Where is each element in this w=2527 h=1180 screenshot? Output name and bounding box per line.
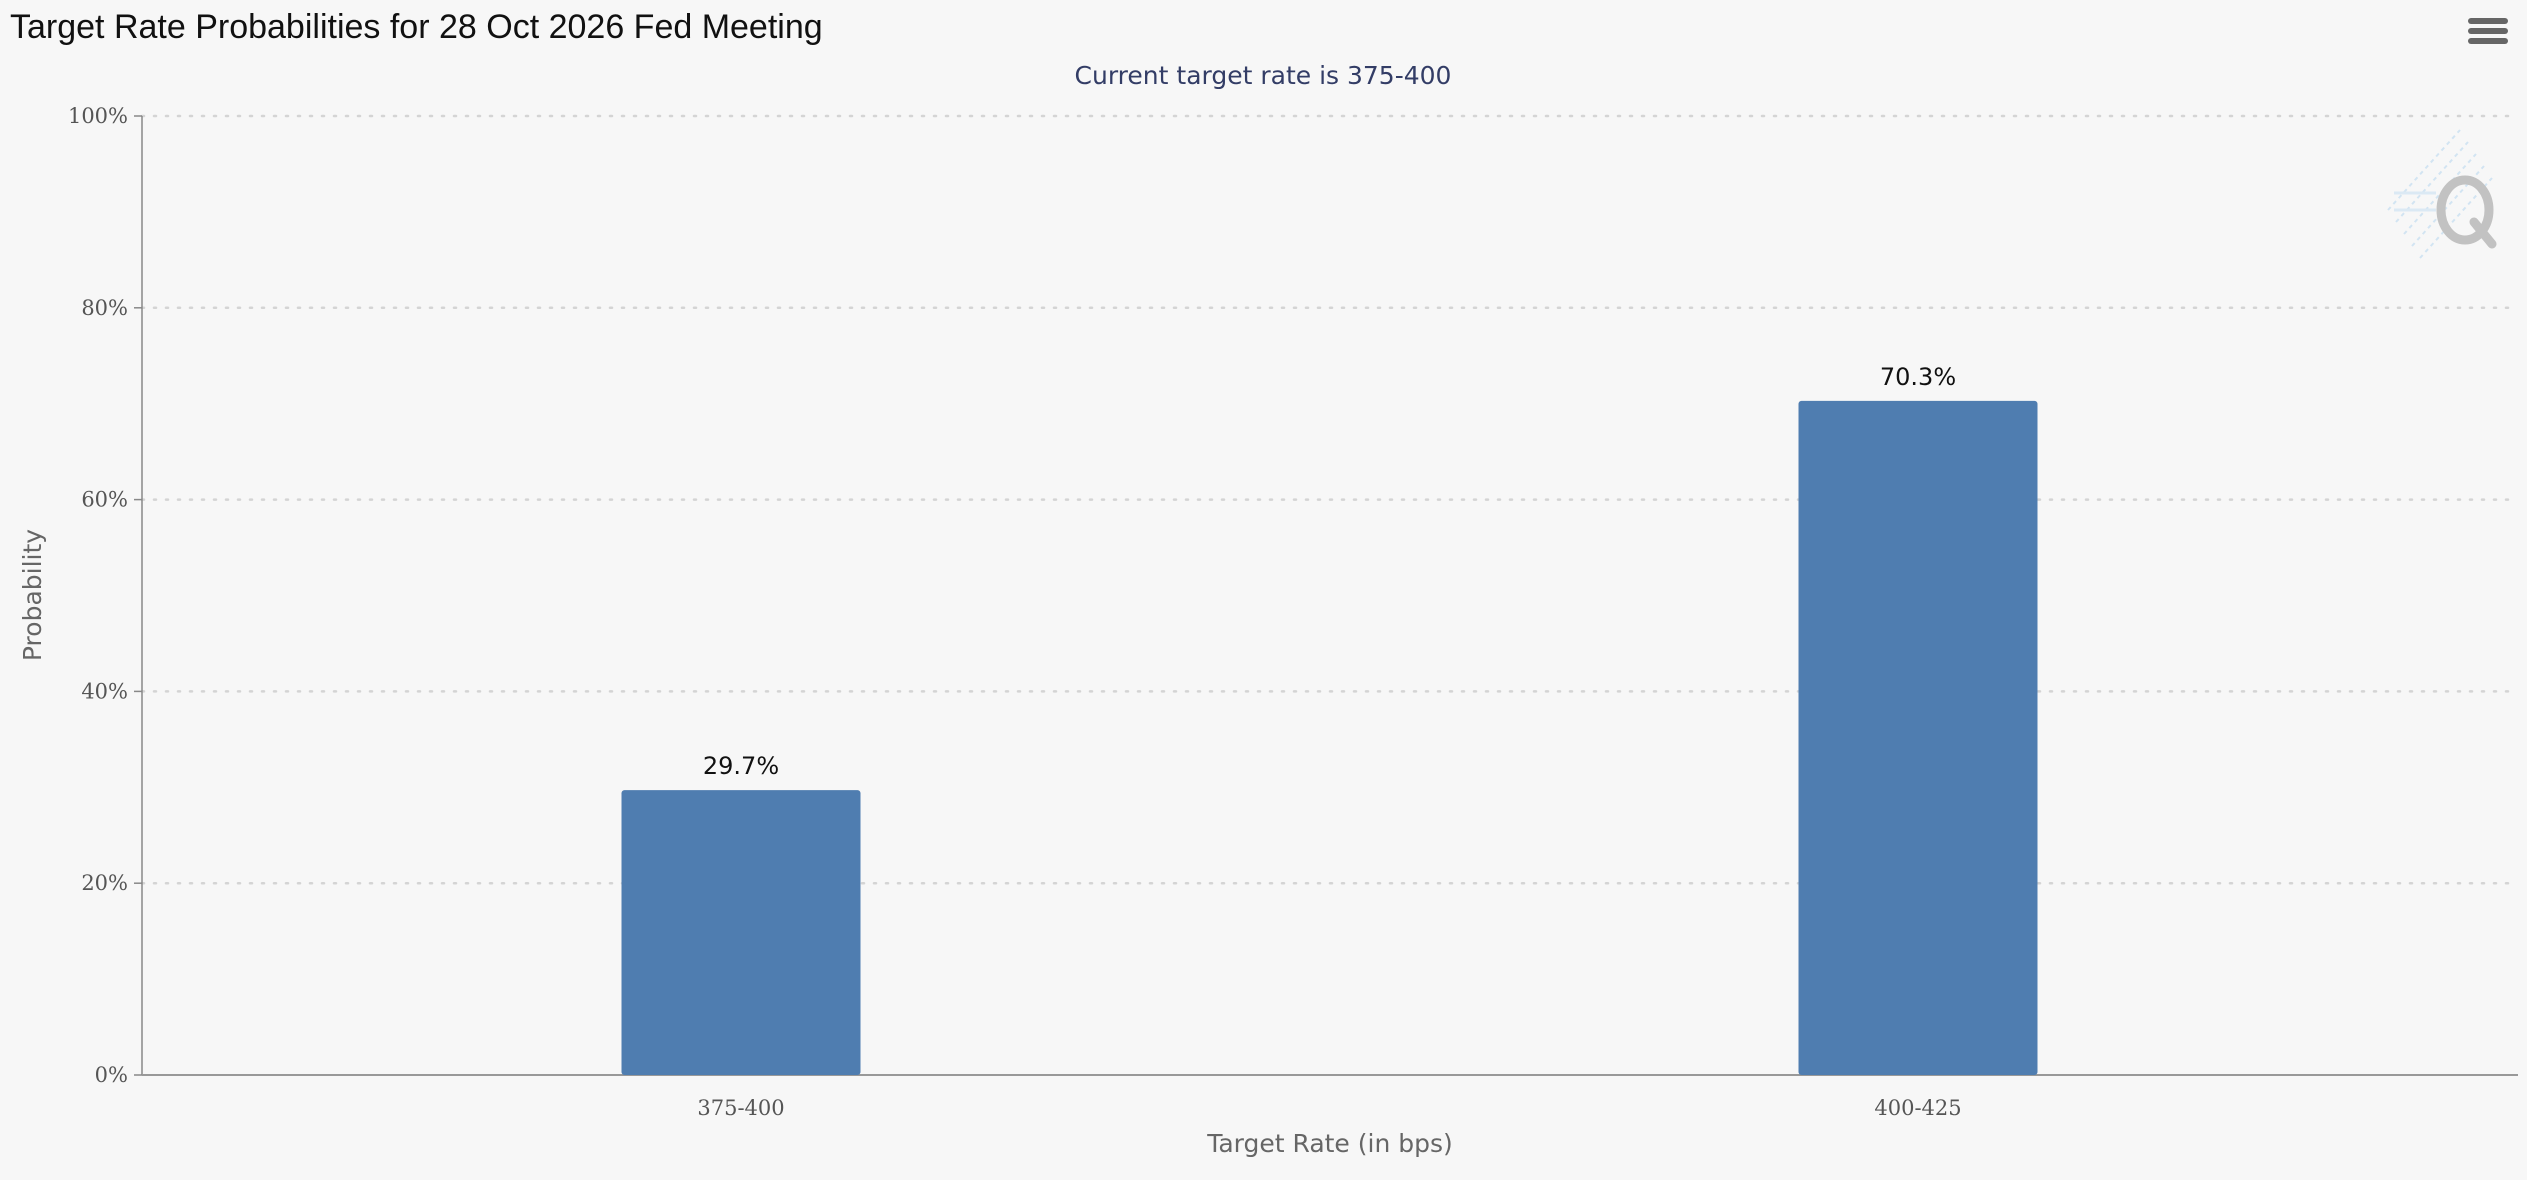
chart-subtitle: Current target rate is 375-400 [1075,61,1452,90]
y-tick-label: 100% [68,104,128,128]
x-axis-title: Target Rate (in bps) [1206,1129,1453,1158]
x-axis-ticks: 375-400 400-425 [697,1096,1961,1120]
data-label: 29.7% [703,752,779,780]
bar-series: 29.7% 70.3% [622,363,2038,1075]
y-tick-label: 60% [81,488,128,512]
y-tick-label: 20% [81,871,128,895]
q-logo-icon [2388,130,2492,258]
x-tick-label: 400-425 [1874,1096,1961,1120]
y-tick-label: 40% [81,679,128,703]
x-tick-label: 375-400 [697,1096,784,1120]
y-tick-label: 0% [95,1063,128,1087]
data-label: 70.3% [1880,363,1956,391]
bar[interactable] [1799,401,2038,1075]
y-axis-title: Probability [18,529,47,661]
bar[interactable] [622,790,861,1075]
y-tick-label: 80% [81,296,128,320]
y-axis-ticks: 0% 20% 40% 60% 80% 100% [68,104,142,1087]
gridlines [142,116,2518,883]
